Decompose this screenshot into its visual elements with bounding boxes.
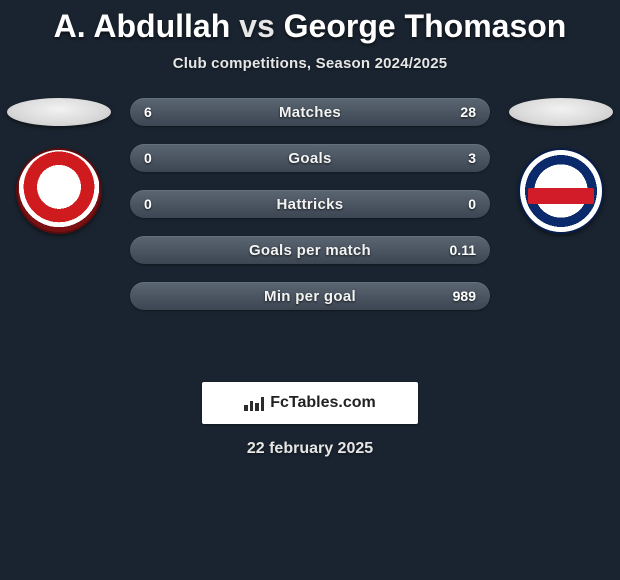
player1-name: A. Abdullah: [54, 8, 231, 44]
bar-chart-icon: [244, 395, 264, 411]
stat-label: Matches: [279, 104, 341, 121]
player2-club-badge: [518, 148, 604, 234]
stat-p2-value: 3: [468, 144, 476, 172]
page-title: A. Abdullah vs George Thomason: [0, 8, 620, 45]
player1-side: [4, 98, 114, 234]
stat-p2-value: 28: [460, 98, 476, 126]
player1-club-badge: [16, 148, 102, 234]
stat-row-goals-per-match: Goals per match 0.11: [130, 236, 490, 264]
stat-label: Hattricks: [277, 196, 344, 213]
stat-p2-value: 0.11: [450, 236, 476, 264]
brand-label: FcTables.com: [270, 394, 376, 412]
stat-row-min-per-goal: Min per goal 989: [130, 282, 490, 310]
stat-label: Goals per match: [249, 242, 371, 259]
stat-p1-value: 0: [144, 190, 152, 218]
stat-p1-value: 6: [144, 98, 152, 126]
player2-side: [506, 98, 616, 234]
comparison-body: 6 Matches 28 0 Goals 3 0 Hattricks 0 Goa…: [0, 98, 620, 358]
stat-p2-value: 989: [453, 282, 476, 310]
stat-row-matches: 6 Matches 28: [130, 98, 490, 126]
player2-photo: [509, 98, 613, 126]
player2-name: George Thomason: [284, 8, 567, 44]
subtitle: Club competitions, Season 2024/2025: [0, 55, 620, 72]
stat-label: Min per goal: [264, 288, 356, 305]
stat-p2-value: 0: [468, 190, 476, 218]
branding-chip[interactable]: FcTables.com: [202, 382, 418, 424]
date-label: 22 february 2025: [0, 440, 620, 458]
player1-photo: [7, 98, 111, 126]
stats-column: 6 Matches 28 0 Goals 3 0 Hattricks 0 Goa…: [130, 98, 490, 310]
stat-p1-value: 0: [144, 144, 152, 172]
stat-row-goals: 0 Goals 3: [130, 144, 490, 172]
stat-row-hattricks: 0 Hattricks 0: [130, 190, 490, 218]
stat-label: Goals: [288, 150, 331, 167]
vs-label: vs: [239, 8, 275, 44]
header: A. Abdullah vs George Thomason Club comp…: [0, 0, 620, 76]
